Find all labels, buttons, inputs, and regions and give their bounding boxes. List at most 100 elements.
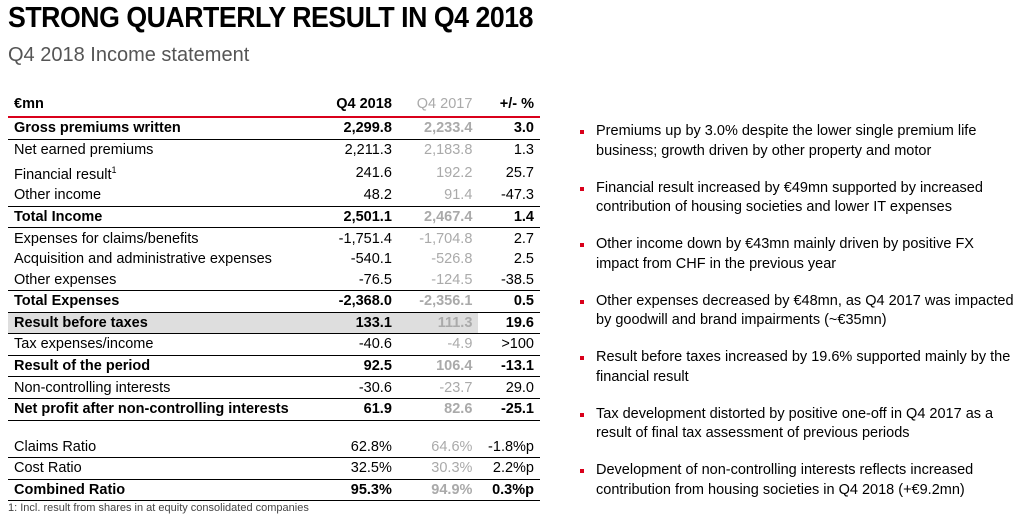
row-q4-2017: -124.5 (397, 269, 479, 291)
table-header-row: €mn Q4 2018 Q4 2017 +/- % (8, 92, 540, 118)
commentary-item: Other expenses decreased by €48mn, as Q4… (580, 292, 1020, 331)
commentary-text: Development of non-controlling interests… (596, 462, 974, 498)
row-label: Result before taxes (8, 312, 318, 335)
row-q4-2018: 92.5 (317, 355, 398, 378)
row-label: Total Expenses (8, 290, 318, 313)
row-label: Non-controlling interests (8, 376, 318, 399)
row-q4-2018: 48.2 (317, 185, 398, 207)
table-row: Net earned premiums 2,211.3 2,183.8 1.3 (8, 139, 540, 160)
commentary-text: Result before taxes increased by 19.6% s… (596, 349, 1011, 385)
spacer-row (8, 420, 540, 437)
row-q4-2017: 2,467.4 (397, 206, 479, 229)
row-label: Total Income (8, 206, 318, 229)
ratio-row: Cost Ratio 32.5% 30.3% 2.2%p (8, 457, 540, 480)
bullet-square-icon (580, 412, 584, 417)
row-q4-2017: 192.2 (436, 164, 473, 181)
table-row: Result of the period 92.5 106.4 -13.1 (8, 355, 540, 378)
table-row: Acquisition and administrative expenses … (8, 249, 540, 270)
table-row: Gross premiums written 2,299.8 2,233.4 3… (8, 117, 540, 140)
row-q4-2018: 133.1 (317, 312, 398, 335)
ratio-q4-2017: 30.3% (397, 457, 479, 480)
row-label: Acquisition and administrative expenses (14, 251, 272, 268)
row-label: Net earned premiums (14, 141, 154, 158)
row-label: Net profit after non-controlling interes… (8, 398, 318, 421)
row-q4-2018: 241.6 (355, 164, 392, 181)
header-change: +/- % (478, 92, 540, 118)
row-change: 1.4 (478, 206, 540, 229)
bullet-square-icon (580, 186, 584, 191)
header-unit: €mn (8, 92, 318, 118)
row-q4-2018: -2,368.0 (317, 290, 398, 313)
ratio-q4-2017: 94.9% (397, 479, 479, 502)
commentary-item: Premiums up by 3.0% despite the lower si… (580, 122, 1020, 161)
ratio-q4-2018: 32.5% (317, 457, 398, 480)
row-change: 2.5 (513, 251, 534, 268)
bullet-square-icon (580, 299, 584, 304)
ratio-label: Claims Ratio (8, 436, 318, 459)
bullet-square-icon (580, 356, 584, 360)
row-change: 25.7 (505, 164, 534, 181)
row-q4-2017: -2,356.1 (397, 290, 479, 313)
ratio-q4-2018: 95.3% (317, 479, 398, 502)
commentary-text: Other income down by €43mn mainly driven… (596, 236, 974, 272)
row-label: Expenses for claims/benefits (14, 230, 199, 247)
header-q4-2017: Q4 2017 (397, 92, 479, 118)
row-q4-2018: 2,501.1 (317, 206, 398, 229)
commentary-item: Tax development distorted by positive on… (580, 405, 1020, 444)
row-q4-2017: -23.7 (397, 376, 479, 399)
ratio-change: 2.2%p (478, 457, 540, 480)
bullet-square-icon (580, 243, 584, 247)
footnote-marker: 1 (111, 165, 117, 176)
row-change: -47.3 (478, 185, 540, 207)
row-q4-2017: 91.4 (397, 185, 479, 207)
header-q4-2018: Q4 2018 (317, 92, 398, 118)
ratio-row: Claims Ratio 62.8% 64.6% -1.8%p (8, 436, 540, 459)
table-row: Other expenses -76.5 -124.5 -38.5 (8, 269, 540, 291)
commentary-list: Premiums up by 3.0% despite the lower si… (580, 122, 1020, 518)
row-q4-2018: -540.1 (350, 251, 392, 268)
row-change: -38.5 (478, 269, 540, 291)
row-q4-2018: 2,299.8 (317, 117, 398, 140)
commentary-item: Financial result increased by €49mn supp… (580, 179, 1020, 218)
row-change: 3.0 (478, 117, 540, 140)
row-change: -13.1 (478, 355, 540, 378)
footnote: 1: Incl. result from shares in at equity… (8, 502, 309, 514)
ratio-row: Combined Ratio 95.3% 94.9% 0.3%p (8, 479, 540, 502)
commentary-text: Financial result increased by €49mn supp… (596, 179, 983, 216)
row-q4-2017: -1,704.8 (419, 230, 473, 247)
row-label-text: Financial result (14, 167, 112, 184)
row-label: Tax expenses/income (8, 333, 318, 356)
row-q4-2017: 2,183.8 (424, 141, 473, 158)
table-row: Total Income 2,501.1 2,467.4 1.4 (8, 206, 540, 229)
table-row: Other income 48.2 91.4 -47.3 (8, 185, 540, 207)
row-change: 19.6 (478, 312, 540, 335)
row-label: Other expenses (8, 269, 318, 291)
table-row: Financial result1 241.6 192.2 25.7 (8, 160, 540, 185)
row-q4-2017: 82.6 (397, 398, 479, 421)
table-row: Expenses for claims/benefits -1,751.4 -1… (8, 228, 540, 249)
row-change: 0.5 (478, 290, 540, 313)
bullet-square-icon (580, 130, 584, 134)
row-label: Financial result1 (8, 160, 317, 185)
row-q4-2017: 2,233.4 (397, 117, 479, 140)
ratio-q4-2018: 62.8% (317, 436, 398, 459)
table-row-highlighted: Result before taxes 133.1 111.3 19.6 (8, 312, 540, 335)
row-change: 29.0 (478, 376, 540, 399)
commentary-item: Development of non-controlling interests… (580, 461, 1020, 500)
income-statement-table: €mn Q4 2018 Q4 2017 +/- % Gross premiums… (8, 92, 540, 502)
commentary-text: Other expenses decreased by €48mn, as Q4… (596, 292, 1014, 329)
row-label: Result of the period (8, 355, 318, 378)
commentary-item: Other income down by €43mn mainly driven… (580, 235, 1020, 274)
table-row: Total Expenses -2,368.0 -2,356.1 0.5 (8, 290, 540, 313)
row-q4-2017: 106.4 (397, 355, 479, 378)
ratio-q4-2017: 64.6% (397, 436, 479, 459)
page-subtitle: Q4 2018 Income statement (8, 44, 250, 66)
bullet-square-icon (580, 469, 584, 473)
row-q4-2018: -40.6 (317, 333, 398, 356)
row-q4-2018: 61.9 (317, 398, 398, 421)
commentary-item: Result before taxes increased by 19.6% s… (580, 348, 1020, 387)
ratio-label: Combined Ratio (8, 479, 318, 502)
row-q4-2018: -1,751.4 (338, 230, 392, 247)
row-label: Gross premiums written (8, 117, 318, 140)
row-change: 1.3 (513, 141, 534, 158)
